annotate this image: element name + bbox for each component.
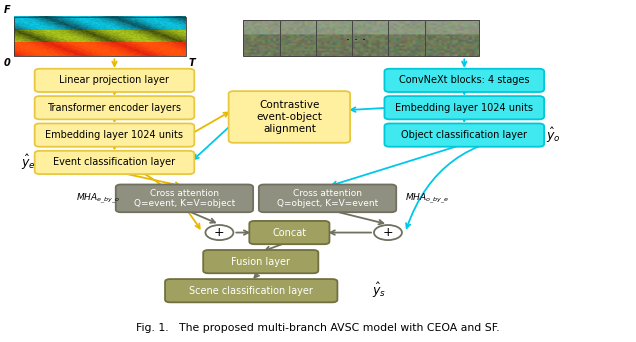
FancyBboxPatch shape	[229, 91, 350, 143]
Text: $\hat{y}_o$: $\hat{y}_o$	[546, 126, 561, 145]
Bar	[352, 21, 406, 56]
Bar	[244, 21, 298, 56]
Text: Fusion layer: Fusion layer	[232, 256, 290, 267]
Text: 0: 0	[4, 58, 11, 68]
FancyBboxPatch shape	[249, 221, 329, 244]
FancyBboxPatch shape	[34, 151, 195, 174]
Text: . . .: . . .	[346, 30, 366, 43]
Text: Cross attention
Q=event, K=V=object: Cross attention Q=event, K=V=object	[134, 189, 235, 208]
Circle shape	[374, 225, 402, 240]
Bar	[280, 21, 333, 56]
Bar	[388, 21, 443, 56]
FancyBboxPatch shape	[259, 185, 396, 212]
Text: Embedding layer 1024 units: Embedding layer 1024 units	[46, 130, 183, 140]
FancyBboxPatch shape	[385, 69, 544, 92]
Text: T: T	[189, 58, 195, 68]
Text: F: F	[4, 5, 11, 15]
Circle shape	[205, 225, 233, 240]
Text: Fig. 1.   The proposed multi-branch AVSC model with CEOA and SF.: Fig. 1. The proposed multi-branch AVSC m…	[136, 324, 500, 333]
Text: Event classification layer: Event classification layer	[53, 157, 176, 168]
Text: Concat: Concat	[272, 227, 307, 238]
Text: ConvNeXt blocks: 4 stages: ConvNeXt blocks: 4 stages	[399, 75, 530, 86]
FancyBboxPatch shape	[34, 123, 195, 147]
FancyBboxPatch shape	[385, 96, 544, 119]
Text: Scene classification layer: Scene classification layer	[190, 286, 313, 296]
Text: Embedding layer 1024 units: Embedding layer 1024 units	[396, 103, 533, 113]
Text: Object classification layer: Object classification layer	[401, 130, 527, 140]
Text: $\hat{y}_s$: $\hat{y}_s$	[372, 281, 386, 300]
Text: Contrastive
event-object
alignment: Contrastive event-object alignment	[256, 100, 322, 134]
Text: $MHA_{o\_by\_e}$: $MHA_{o\_by\_e}$	[405, 191, 450, 206]
FancyBboxPatch shape	[34, 69, 195, 92]
FancyBboxPatch shape	[203, 250, 319, 273]
Text: +: +	[214, 226, 225, 239]
FancyBboxPatch shape	[116, 185, 253, 212]
FancyBboxPatch shape	[385, 123, 544, 147]
Bar	[425, 21, 478, 56]
Text: $MHA_{e\_by\_o}$: $MHA_{e\_by\_o}$	[76, 191, 121, 206]
FancyBboxPatch shape	[34, 96, 195, 119]
Text: Transformer encoder layers: Transformer encoder layers	[48, 103, 181, 113]
Text: +: +	[383, 226, 393, 239]
Bar	[14, 17, 186, 56]
Text: Linear projection layer: Linear projection layer	[60, 75, 169, 86]
FancyBboxPatch shape	[165, 279, 337, 302]
Text: $\hat{y}_e$: $\hat{y}_e$	[21, 153, 36, 172]
Text: Cross attention
Q=object, K=V=event: Cross attention Q=object, K=V=event	[277, 189, 378, 208]
Bar	[316, 21, 370, 56]
